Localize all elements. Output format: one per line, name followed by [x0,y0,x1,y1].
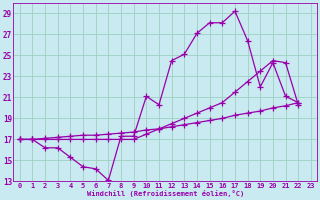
X-axis label: Windchill (Refroidissement éolien,°C): Windchill (Refroidissement éolien,°C) [87,190,244,197]
